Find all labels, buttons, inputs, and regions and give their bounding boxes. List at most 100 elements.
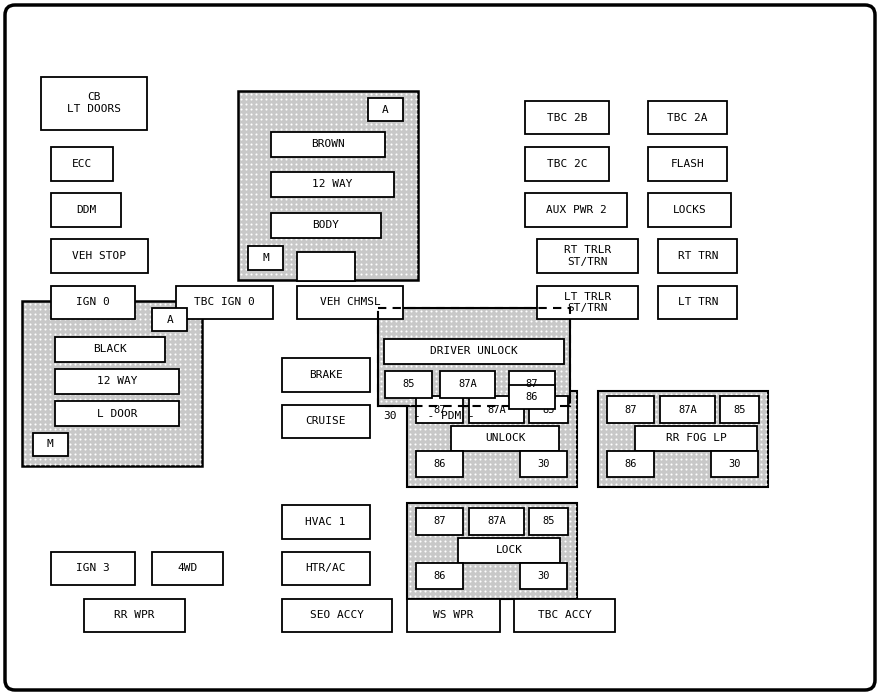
Bar (282, 505, 370, 539)
Bar (416, 563, 463, 589)
Bar (711, 451, 758, 477)
Text: IGN 0: IGN 0 (76, 298, 110, 307)
Text: WS WPR: WS WPR (433, 610, 474, 620)
Bar (51, 147, 113, 181)
Bar (648, 193, 731, 227)
Bar (469, 396, 524, 423)
Text: VEH CHMSL: VEH CHMSL (319, 298, 381, 307)
Text: SEO ACCY: SEO ACCY (310, 610, 363, 620)
Bar (385, 371, 432, 398)
Bar (635, 426, 757, 451)
FancyBboxPatch shape (5, 5, 875, 690)
Text: M: M (262, 253, 269, 263)
Bar (658, 239, 737, 273)
Bar (525, 147, 609, 181)
Bar (152, 308, 187, 331)
Text: 87A: 87A (488, 405, 506, 414)
Bar (384, 339, 564, 364)
Bar (271, 132, 385, 157)
Bar (282, 598, 392, 632)
Bar (238, 91, 418, 280)
Bar (297, 286, 403, 319)
Bar (378, 308, 570, 406)
Text: 86: 86 (433, 571, 446, 581)
Text: 30: 30 (537, 571, 550, 581)
Bar (282, 552, 370, 585)
Text: 86: 86 (433, 459, 446, 469)
Text: FLASH: FLASH (671, 159, 704, 169)
Text: - - PDM -: - - PDM - (414, 411, 474, 421)
Bar (51, 239, 148, 273)
Bar (529, 508, 568, 535)
Bar (176, 286, 273, 319)
Bar (416, 451, 463, 477)
Bar (378, 308, 570, 406)
Text: LT TRN: LT TRN (678, 298, 718, 307)
Bar (84, 598, 185, 632)
Bar (520, 451, 567, 477)
Text: 87: 87 (433, 405, 446, 414)
Text: LT TRLR
ST/TRN: LT TRLR ST/TRN (564, 292, 611, 313)
Text: CRUISE: CRUISE (305, 416, 346, 426)
Text: 85: 85 (733, 405, 746, 414)
Text: LOCK: LOCK (495, 545, 523, 555)
Bar (458, 538, 560, 563)
Text: BROWN: BROWN (312, 139, 345, 149)
Text: TBC 2A: TBC 2A (667, 113, 708, 122)
Text: IGN 3: IGN 3 (76, 564, 110, 573)
Bar (55, 369, 179, 394)
Bar (720, 396, 759, 423)
Bar (607, 396, 654, 423)
Text: 12 WAY: 12 WAY (312, 179, 353, 189)
Text: 12 WAY: 12 WAY (97, 377, 137, 386)
Bar (660, 396, 715, 423)
Text: 30: 30 (537, 459, 550, 469)
Text: TBC 2C: TBC 2C (546, 159, 588, 169)
Text: 85: 85 (542, 405, 555, 414)
Text: HVAC 1: HVAC 1 (305, 517, 346, 527)
Bar (51, 193, 121, 227)
Text: RR WPR: RR WPR (114, 610, 155, 620)
Text: BRAKE: BRAKE (309, 370, 342, 380)
Bar (271, 213, 381, 238)
Bar (297, 252, 355, 281)
Text: 86: 86 (525, 392, 539, 402)
Bar (282, 358, 370, 392)
Bar (537, 286, 638, 319)
Bar (658, 286, 737, 319)
Bar (525, 193, 627, 227)
Bar (51, 286, 135, 319)
Bar (51, 552, 135, 585)
Text: 85: 85 (542, 517, 555, 526)
Text: 86: 86 (624, 459, 637, 469)
Bar (451, 426, 559, 451)
Text: DDM: DDM (76, 205, 97, 215)
Bar (22, 301, 202, 466)
Bar (525, 101, 609, 134)
Text: L DOOR: L DOOR (97, 409, 137, 419)
Bar (407, 503, 577, 599)
Text: TBC ACCY: TBC ACCY (538, 610, 591, 620)
Text: RT TRLR
ST/TRN: RT TRLR ST/TRN (564, 246, 611, 267)
Bar (407, 391, 577, 487)
Text: RR FOG LP: RR FOG LP (665, 433, 727, 443)
Text: 87A: 87A (488, 517, 506, 526)
Text: 87A: 87A (458, 379, 477, 389)
Bar (648, 147, 727, 181)
Bar (41, 77, 147, 130)
Text: A: A (382, 104, 389, 115)
Bar (529, 396, 568, 423)
Bar (509, 371, 555, 398)
Text: AUX PWR 2: AUX PWR 2 (546, 205, 606, 215)
Bar (520, 563, 567, 589)
Bar (607, 451, 654, 477)
Bar (282, 405, 370, 438)
Text: BODY: BODY (312, 220, 340, 230)
Bar (248, 246, 283, 270)
Text: 87: 87 (525, 379, 539, 389)
Bar (368, 98, 403, 121)
Text: 87: 87 (624, 405, 637, 414)
Bar (416, 396, 463, 423)
Bar (648, 101, 727, 134)
Bar (537, 239, 638, 273)
